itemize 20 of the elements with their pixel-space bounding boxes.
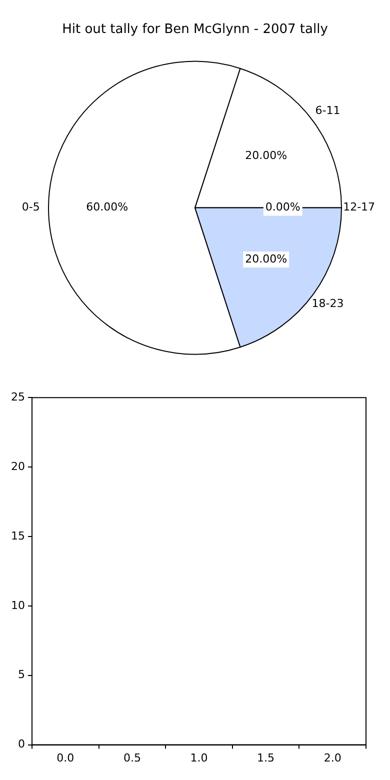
data-label: 20.00% xyxy=(245,252,288,266)
text: 0.00% xyxy=(265,200,300,214)
y-tick-label: 15 xyxy=(10,529,25,542)
x-tick-label: 0.5 xyxy=(123,751,141,764)
category-label: 12-17 xyxy=(343,200,376,214)
data-label: 20.00% xyxy=(245,148,288,162)
data-label: 60.00% xyxy=(86,200,128,214)
y-tick-label: 0 xyxy=(18,738,25,751)
slice-label: 0-5 xyxy=(22,200,40,214)
x-tick-label: 1.0 xyxy=(190,751,208,764)
chart-title: Hit out tally for Ben McGlynn - 2007 tally xyxy=(62,22,328,38)
x-tick-label: 2.0 xyxy=(324,751,342,764)
x-tick-label: 1.5 xyxy=(257,751,275,764)
y-tick-label: 5 xyxy=(18,668,25,682)
y-tick-label: 10 xyxy=(10,598,25,612)
slice-label: 6-11 xyxy=(315,104,340,118)
x-tick-label: 0.0 xyxy=(56,751,74,764)
slice-label: 18-23 xyxy=(312,297,344,310)
y-tick-label: 25 xyxy=(10,390,25,404)
y-tick-label: 20 xyxy=(10,460,25,473)
